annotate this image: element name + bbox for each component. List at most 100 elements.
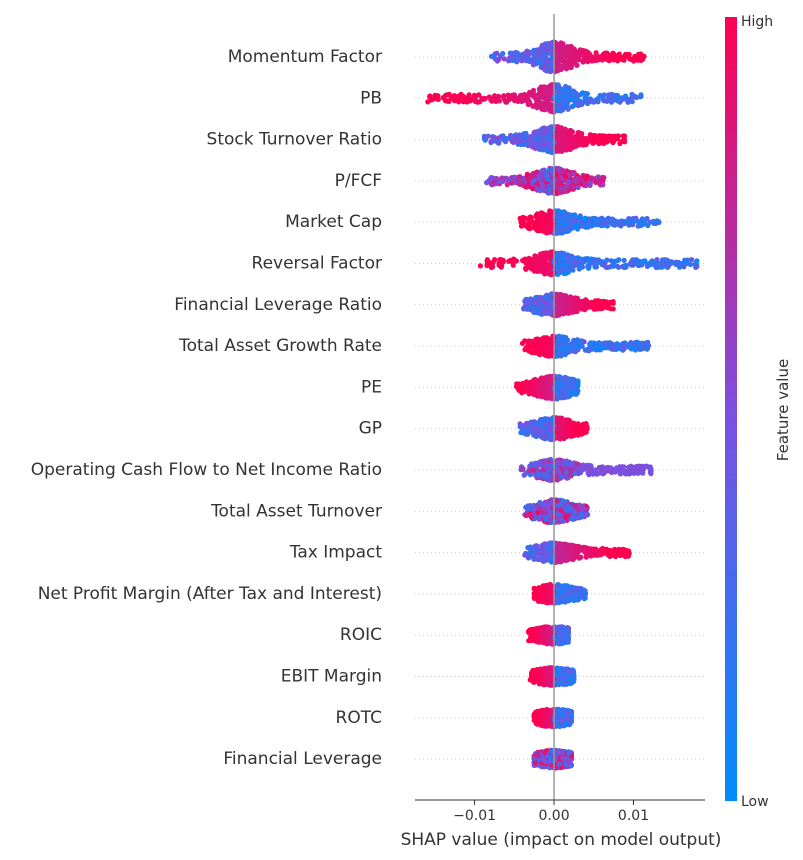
shap-point	[567, 96, 573, 102]
shap-point	[466, 92, 472, 98]
shap-point	[510, 96, 516, 102]
shap-point	[652, 219, 658, 225]
shap-point	[558, 395, 564, 401]
shap-point	[476, 92, 482, 98]
shap-point	[526, 338, 532, 344]
shap-point	[563, 142, 570, 148]
shap-point	[506, 97, 512, 103]
shap-point	[565, 106, 571, 112]
shap-point	[629, 99, 635, 105]
shap-point	[532, 52, 539, 58]
shap-point	[555, 61, 561, 67]
shap-point	[568, 133, 574, 139]
shap-point	[585, 348, 591, 354]
shap-point	[555, 89, 561, 95]
shap-point	[655, 263, 662, 269]
shap-point	[561, 383, 567, 389]
shap-point	[617, 471, 623, 477]
shap-point	[542, 258, 548, 264]
shap-point	[537, 143, 543, 149]
shap-point	[682, 258, 688, 264]
shap-point	[530, 467, 537, 473]
shap-point	[537, 93, 543, 100]
shap-point	[531, 92, 537, 98]
shap-point	[547, 378, 553, 384]
shap-point	[532, 431, 538, 437]
shap-point	[585, 135, 591, 142]
shap-point	[504, 182, 510, 188]
shap-point	[645, 339, 651, 345]
shap-point	[473, 98, 479, 104]
shap-point	[567, 253, 573, 259]
shap-point	[520, 214, 526, 220]
shap-point	[560, 228, 566, 234]
shap-point	[570, 430, 576, 436]
shap-point	[545, 223, 551, 229]
shap-point	[540, 214, 546, 220]
shap-point	[511, 135, 518, 141]
shap-point	[579, 135, 585, 141]
shap-point	[555, 108, 561, 114]
shap-point	[586, 218, 593, 224]
shap-point	[548, 217, 554, 223]
shap-point	[536, 174, 542, 180]
shap-point	[484, 262, 490, 269]
shap-point	[564, 429, 570, 435]
shap-point	[610, 139, 616, 146]
shap-point	[517, 387, 523, 393]
shap-point	[645, 222, 651, 229]
shap-point	[534, 378, 540, 384]
shap-point	[545, 431, 552, 437]
shap-point	[444, 98, 450, 104]
shap-point	[596, 180, 602, 186]
shap-point	[558, 184, 565, 190]
shap-point	[535, 471, 542, 477]
shap-point	[540, 467, 546, 473]
shap-point	[552, 69, 558, 75]
shap-point	[524, 426, 530, 432]
shap-point	[562, 215, 568, 222]
shap-point	[528, 217, 534, 223]
shap-point	[595, 298, 601, 304]
shap-point	[535, 348, 541, 354]
shap-point	[572, 55, 578, 62]
shap-point	[572, 260, 578, 266]
shap-point	[506, 93, 512, 99]
shap-point	[608, 133, 614, 139]
shap-point	[610, 263, 617, 269]
shap-point	[536, 266, 542, 272]
shap-point	[529, 349, 535, 356]
shap-point	[558, 262, 564, 268]
shap-point	[453, 97, 459, 103]
shap-point	[584, 465, 590, 471]
shap-point	[567, 224, 573, 230]
shap-point	[559, 209, 565, 215]
shap-point	[596, 464, 602, 471]
shap-point	[587, 132, 593, 138]
shap-point	[521, 141, 527, 147]
shap-point	[583, 510, 590, 517]
shap-point	[575, 380, 581, 386]
shap-point	[676, 261, 683, 267]
shap-point	[514, 59, 520, 65]
shap-point	[559, 148, 565, 154]
shap-point	[538, 61, 544, 67]
shap-point	[554, 48, 560, 55]
shap-point	[502, 97, 508, 103]
shap-point	[617, 140, 623, 147]
shap-point	[513, 258, 520, 264]
shap-point	[518, 92, 524, 98]
shap-point	[506, 258, 512, 264]
shap-point	[540, 220, 546, 226]
shap-point	[536, 86, 543, 92]
shap-point	[600, 302, 606, 308]
shap-point	[610, 216, 616, 222]
shap-point	[536, 47, 542, 53]
shap-point	[517, 174, 523, 180]
shap-point	[528, 256, 534, 262]
shap-point	[556, 424, 562, 430]
shap-point	[585, 59, 591, 65]
shap-point	[624, 470, 630, 476]
shap-point	[609, 345, 615, 352]
shap-point	[531, 130, 537, 136]
